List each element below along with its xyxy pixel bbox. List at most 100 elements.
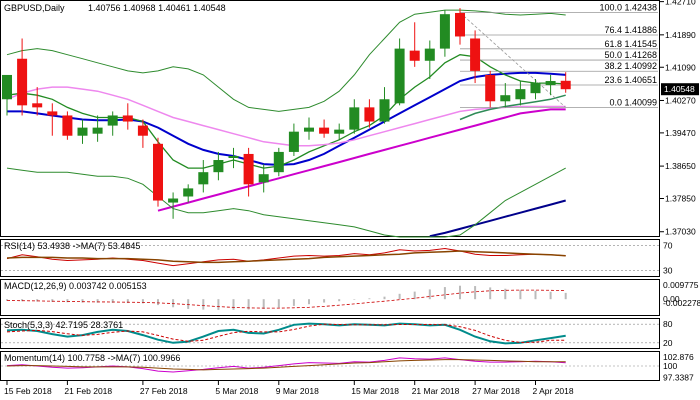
indicator-label: RSI(14) 53.4938 ->MA(7) 53.4845 [4, 241, 140, 251]
candle [455, 8, 465, 45]
indicator-tick-label: 0.00 [663, 294, 680, 304]
price-tick-label: 1.41890 [665, 30, 696, 40]
indicator-label: Momentum(14) 100.7758 ->MA(7) 100.9966 [4, 353, 180, 363]
candle-body [2, 74, 12, 100]
indicator-tick-label: 80 [663, 319, 673, 329]
indicator-tick-label: 70 [663, 240, 673, 250]
fib-level-label: 23.6 1.40651 [604, 75, 657, 85]
candle-body [364, 107, 375, 122]
candle-body [545, 81, 556, 86]
candle-body [394, 48, 405, 104]
candle [32, 87, 43, 116]
indicator-tick-label: 0.009775 [663, 280, 699, 290]
indicator-line [6, 359, 566, 371]
price-tick-label: 1.39470 [665, 128, 696, 138]
fib-level-label: 50.0 1.41268 [604, 50, 657, 60]
candle-body [122, 115, 133, 122]
macd-bar [519, 289, 522, 300]
candle [394, 38, 405, 106]
macd-bar [443, 287, 446, 300]
macd-bar [202, 299, 205, 310]
macd-bar [21, 299, 24, 302]
candle [349, 99, 360, 134]
candle-body [379, 99, 390, 122]
indicator-tick-label: -0.002278 [663, 298, 700, 308]
candle [92, 115, 103, 142]
macd-bar [277, 299, 280, 308]
candle [47, 103, 58, 136]
candle [364, 99, 375, 128]
candle [304, 117, 314, 140]
macd-bar [383, 296, 386, 300]
candle [288, 123, 299, 156]
candle [439, 10, 450, 57]
price-indicator-line [6, 86, 566, 147]
candle [334, 123, 345, 140]
candle-body [213, 160, 224, 173]
candle-body [228, 155, 239, 158]
candle-body [168, 198, 179, 203]
candle-body [153, 143, 163, 201]
candle [273, 147, 284, 177]
date-tick-label: 27 Feb 2018 [140, 386, 188, 396]
candle-body [349, 107, 360, 130]
date-tick-label: 21 Mar 2018 [412, 386, 460, 396]
candle-body [515, 89, 526, 100]
price-tick-label: 1.42710 [665, 0, 696, 7]
macd-bar [504, 288, 507, 300]
macd-bar [474, 286, 477, 300]
macd-signal-line [6, 289, 566, 309]
macd-bar [66, 299, 69, 303]
candle [198, 160, 209, 193]
fib-level-label: 100.0 1.42438 [599, 3, 657, 13]
macd-bar [111, 299, 114, 303]
macd-bar [534, 290, 537, 300]
indicator-tick-label: 100 [663, 361, 677, 371]
macd-bar [51, 299, 54, 302]
indicator-tick-label: 30 [663, 266, 673, 276]
candle [228, 147, 239, 169]
candle-body [47, 111, 58, 116]
indicator-line [6, 247, 566, 267]
candle-body [183, 188, 194, 197]
panel-frame [0, 0, 660, 237]
candle [530, 79, 541, 100]
macd-bar [81, 299, 84, 303]
indicator-panel-macd: 0.009775 0.00-0.002278 MACD(12,26,9) 0.003… [4, 280, 700, 310]
candle-body [334, 129, 345, 134]
indicator-line [6, 323, 566, 344]
price-tick-label: 1.37850 [665, 194, 696, 204]
indicator-label: MACD(12,26,9) 0.003742 0.005153 [4, 281, 147, 291]
candle [515, 81, 526, 106]
fib-level-label: 61.8 1.41545 [604, 39, 657, 49]
candle-body [198, 172, 209, 185]
fib-level-label: 0.0 1.40099 [609, 97, 657, 107]
panel-frame [0, 351, 660, 381]
macd-bar [126, 299, 129, 304]
candle [545, 74, 556, 96]
macd-bar [6, 299, 8, 301]
macd-bar [232, 299, 235, 310]
candle-body [137, 125, 148, 136]
candle-body [258, 174, 269, 183]
candle [17, 38, 28, 116]
symbol-label: GBPUSD,Daily [4, 3, 65, 13]
price-moving-averages [6, 9, 566, 238]
candle [122, 103, 133, 130]
fib-level-label: 38.2 1.40992 [604, 61, 657, 71]
date-tick-label: 2 Apr 2018 [533, 386, 574, 396]
indicator-line [6, 250, 566, 264]
price-axis: 1.42710 1.41890 1.41090 1.40270 1.39470 1.386… [660, 0, 696, 237]
macd-bar [428, 289, 431, 300]
macd-bar [398, 293, 401, 300]
candle-body [439, 14, 450, 49]
indicator-tick-label: 97.3387 [663, 372, 694, 382]
indicator-tick-label: 102.876 [663, 352, 694, 362]
macd-bar [217, 299, 220, 310]
candle [485, 70, 496, 108]
price-indicator-line [6, 9, 566, 112]
macd-bar [36, 299, 39, 302]
macd-bar [413, 291, 416, 300]
